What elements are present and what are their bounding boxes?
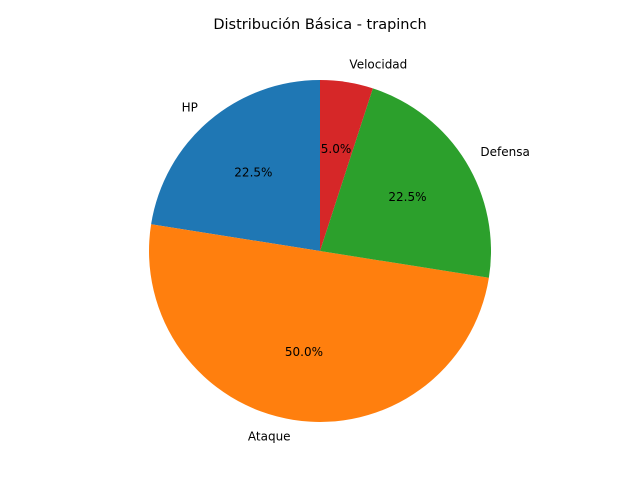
pie-label-hp: HP: [182, 100, 198, 114]
pie-label-ataque: Ataque: [248, 429, 291, 443]
chart-title: Distribución Básica - trapinch: [213, 17, 426, 33]
pie-slice-velocidad: [320, 80, 373, 251]
pie-label-velocidad: Velocidad: [349, 58, 407, 72]
pie-labels: HP 22.5% Ataque 50.0% Defensa 22.5% Velocidad 5…: [182, 58, 530, 444]
pie-percent-ataque: 50.0%: [285, 345, 323, 359]
pie-percent-defensa: 22.5%: [388, 190, 426, 204]
pie-percent-velocidad: 5.0%: [321, 142, 352, 156]
pie-slices: [149, 80, 491, 422]
pie-label-defensa: Defensa: [480, 145, 529, 159]
pie-percent-hp: 22.5%: [234, 165, 272, 179]
pie-slice-hp: [151, 80, 320, 251]
pie-slice-defensa: [320, 88, 491, 278]
pie-slice-ataque: [149, 224, 489, 422]
